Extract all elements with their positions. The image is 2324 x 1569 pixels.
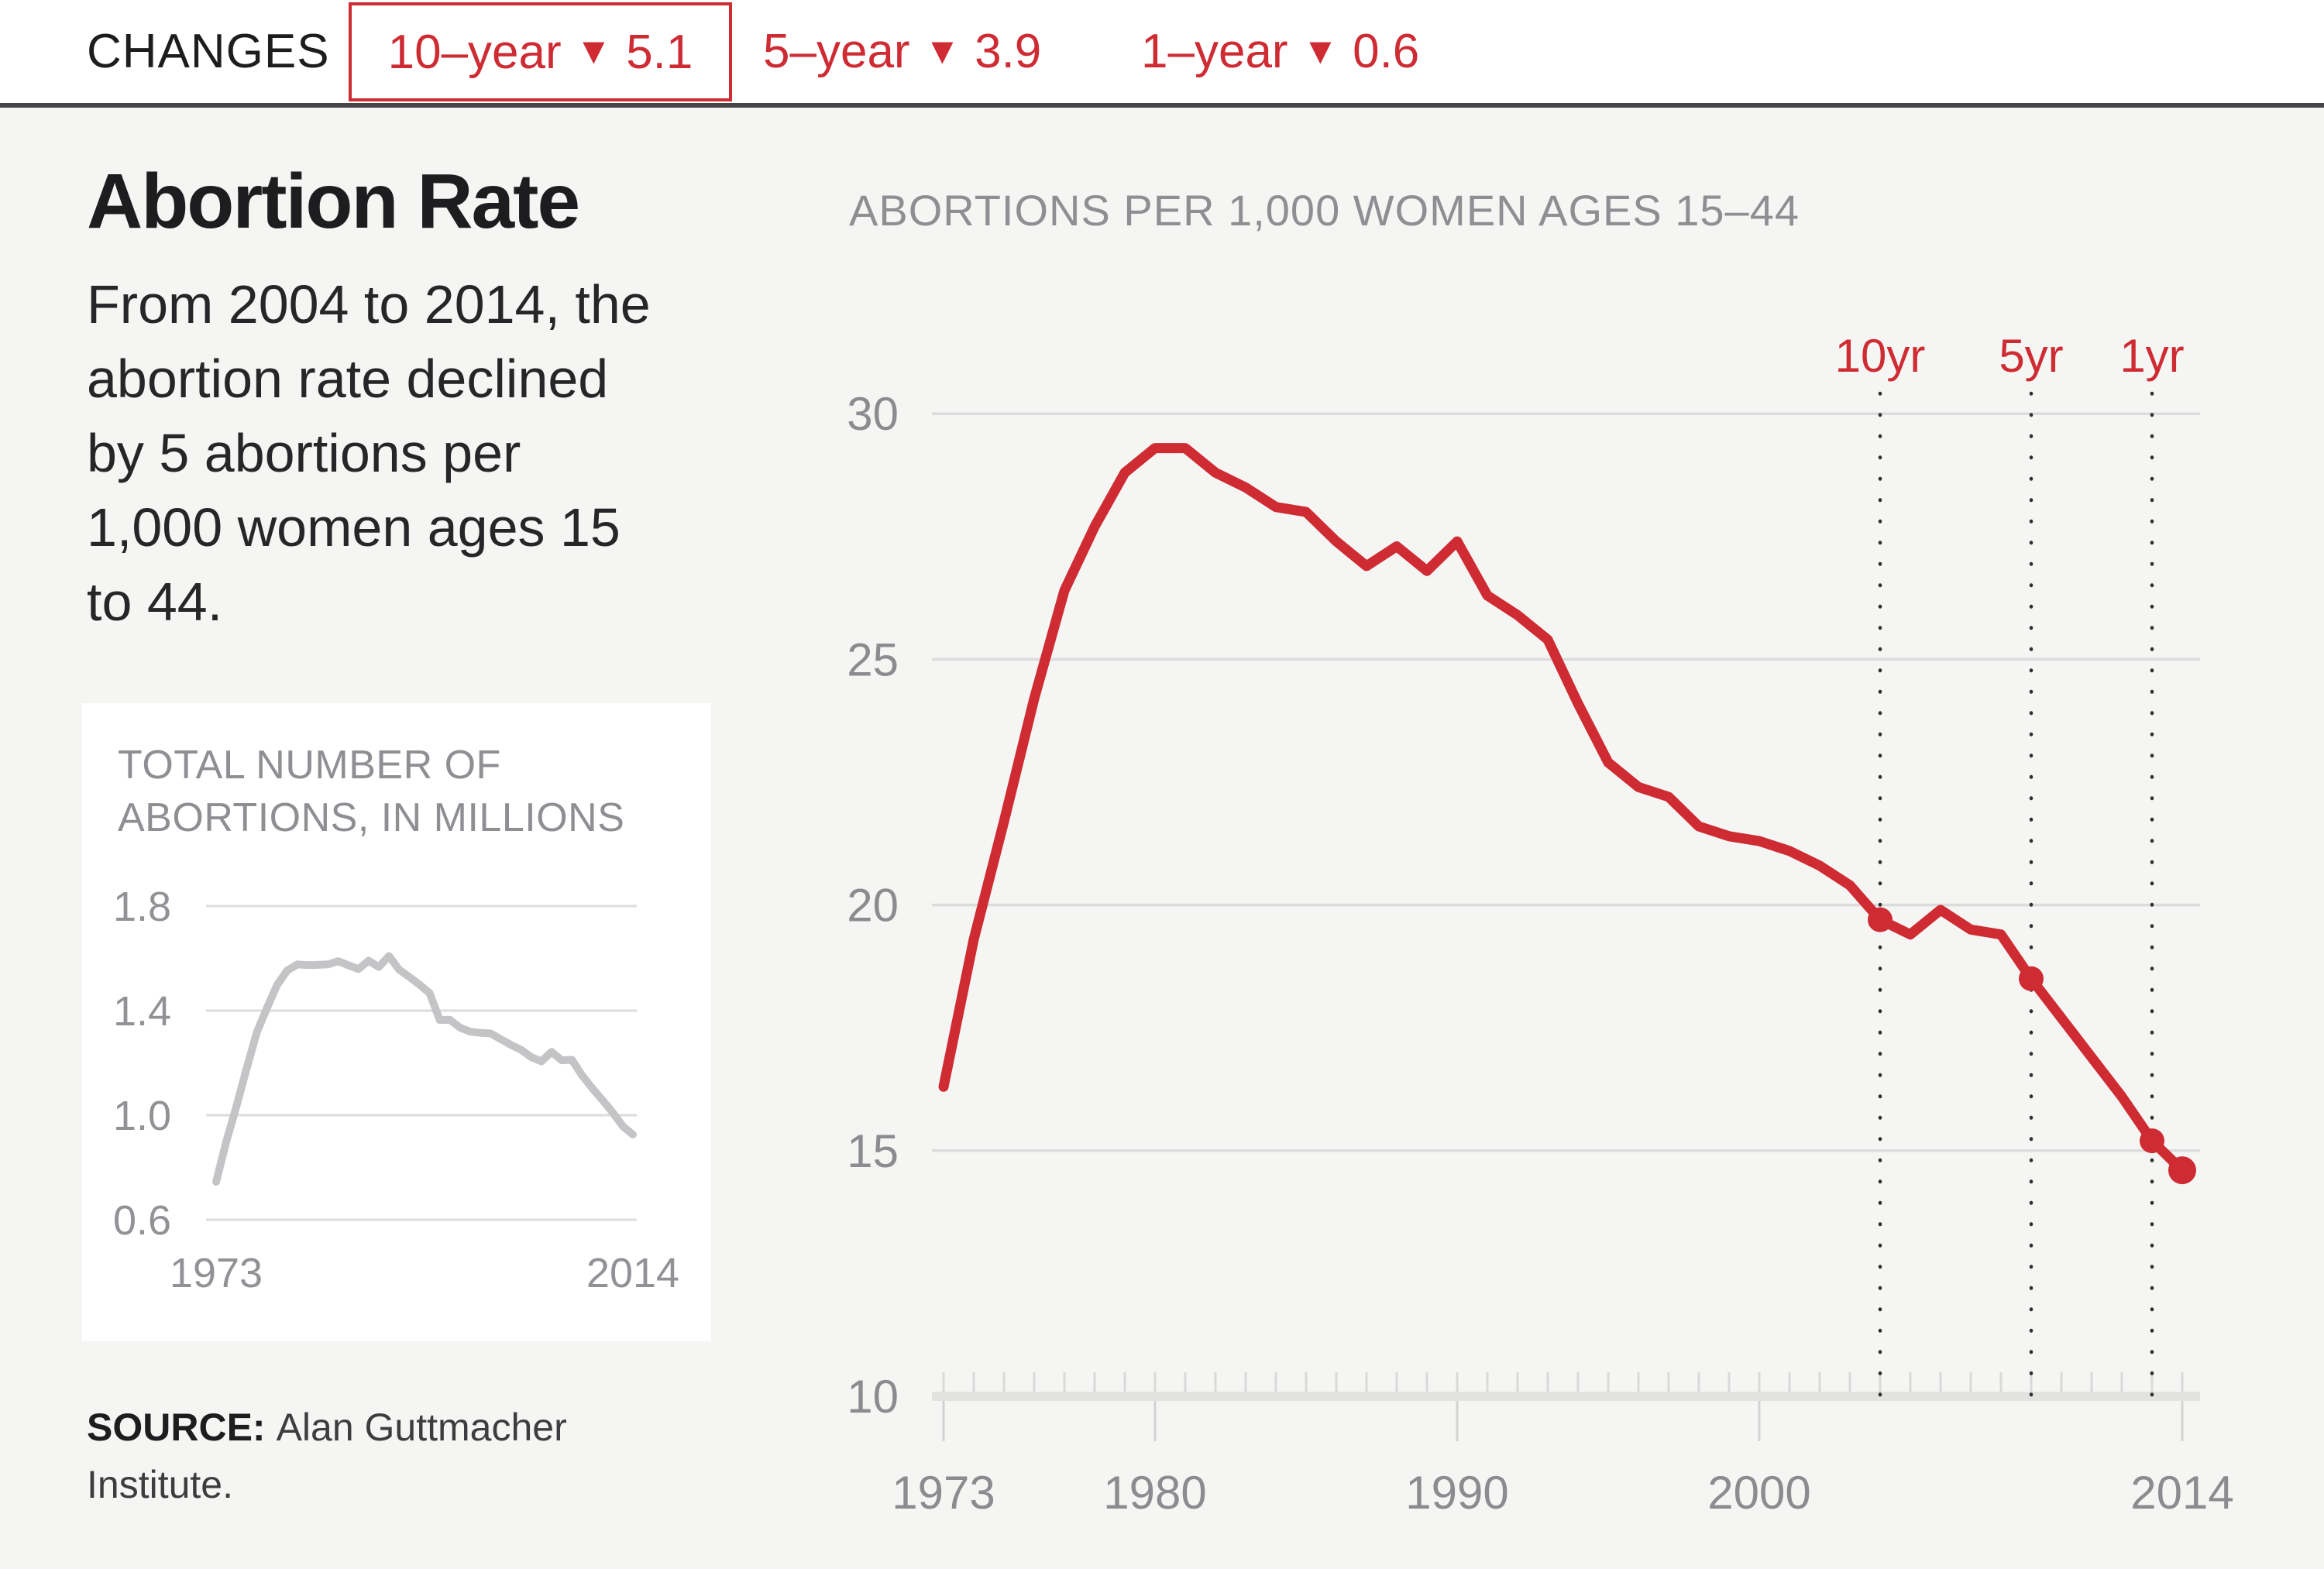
header-bar: CHANGES 10–year ▼ 5.1 5–year ▼ 3.9 1–yea…: [0, 0, 2324, 108]
marker-label: 1yr: [2119, 330, 2184, 382]
description-line: 1,000 women ages 15: [87, 497, 621, 558]
y-tick-label: 10: [847, 1371, 899, 1423]
marker-dot: [1868, 907, 1893, 932]
source-label: SOURCE:: [87, 1406, 266, 1449]
description-line: From 2004 to 2014, the: [87, 274, 651, 335]
down-triangle-icon: ▼: [575, 31, 613, 72]
marker-label: 10yr: [1835, 330, 1926, 382]
x-tick-label: 1973: [170, 1250, 263, 1296]
x-tick-label: 1973: [892, 1467, 995, 1519]
source-note: SOURCE: Alan Guttmacher Institute.: [87, 1399, 567, 1513]
x-axis-line: [932, 1392, 2200, 1401]
source-line: Institute.: [87, 1463, 233, 1506]
down-triangle-icon: ▼: [923, 30, 961, 72]
description-line: by 5 abortions per: [87, 423, 521, 483]
change-10-year-period: 10–year: [387, 25, 562, 79]
marker-label: 5yr: [1999, 330, 2063, 382]
x-tick-label: 2014: [586, 1250, 679, 1296]
change-1-year-value: 0.6: [1353, 25, 1420, 78]
change-5-year: 5–year ▼ 3.9: [763, 0, 1041, 103]
y-tick-label: 1.8: [113, 884, 171, 930]
y-tick-label: 25: [847, 633, 899, 685]
y-tick-label: 30: [847, 388, 899, 440]
description: From 2004 to 2014, the abortion rate dec…: [87, 267, 768, 639]
x-tick-label: 1990: [1405, 1467, 1508, 1519]
marker-dot: [2019, 966, 2044, 991]
endpoint-dot: [2168, 1156, 2196, 1185]
page-title: Abortion Rate: [87, 158, 580, 245]
x-tick-label: 2000: [1707, 1467, 1810, 1519]
total-line: [212, 952, 637, 1186]
change-5-year-value: 3.9: [975, 25, 1042, 78]
y-tick-label: 0.6: [113, 1197, 171, 1244]
x-tick-label: 1980: [1103, 1467, 1206, 1519]
inset-title: ABORTIONS, IN MILLIONS: [118, 795, 624, 840]
change-1-year: 1–year ▼ 0.6: [1141, 0, 1419, 103]
description-line: to 44.: [87, 572, 223, 632]
change-1-year-period: 1–year: [1141, 25, 1288, 78]
y-tick-label: 15: [847, 1125, 899, 1177]
inset-title: TOTAL NUMBER OF: [118, 743, 501, 788]
x-tick-label: 2014: [2130, 1467, 2233, 1519]
y-tick-label: 20: [847, 880, 899, 932]
y-tick-label: 1.4: [113, 988, 171, 1035]
change-10-year-value: 5.1: [626, 25, 693, 79]
down-triangle-icon: ▼: [1301, 30, 1339, 72]
chart-title: ABORTIONS PER 1,000 WOMEN AGES 15–44: [849, 186, 1800, 235]
source-text: Alan Guttmacher: [276, 1406, 567, 1449]
y-tick-label: 1.0: [113, 1093, 171, 1139]
change-10-year-box: 10–year ▼ 5.1: [349, 2, 732, 101]
inset-chart-panel: TOTAL NUMBER OF ABORTIONS, IN MILLIONS 1.8…: [82, 703, 711, 1341]
abortion-rate-chart: 1973 1980 1990 2000 2014 30 25 20 15 10 10yr 5yr 1yr…: [847, 186, 2233, 1519]
change-5-year-period: 5–year: [763, 25, 910, 78]
total-abortions-chart: TOTAL NUMBER OF ABORTIONS, IN MILLIONS 1.8…: [113, 743, 679, 1296]
changes-label: CHANGES: [87, 25, 330, 78]
marker-dot: [2140, 1128, 2164, 1154]
rate-line: [938, 443, 2188, 1176]
description-line: abortion rate declined: [87, 348, 609, 409]
source-line: SOURCE: Alan Guttmacher: [87, 1399, 567, 1456]
